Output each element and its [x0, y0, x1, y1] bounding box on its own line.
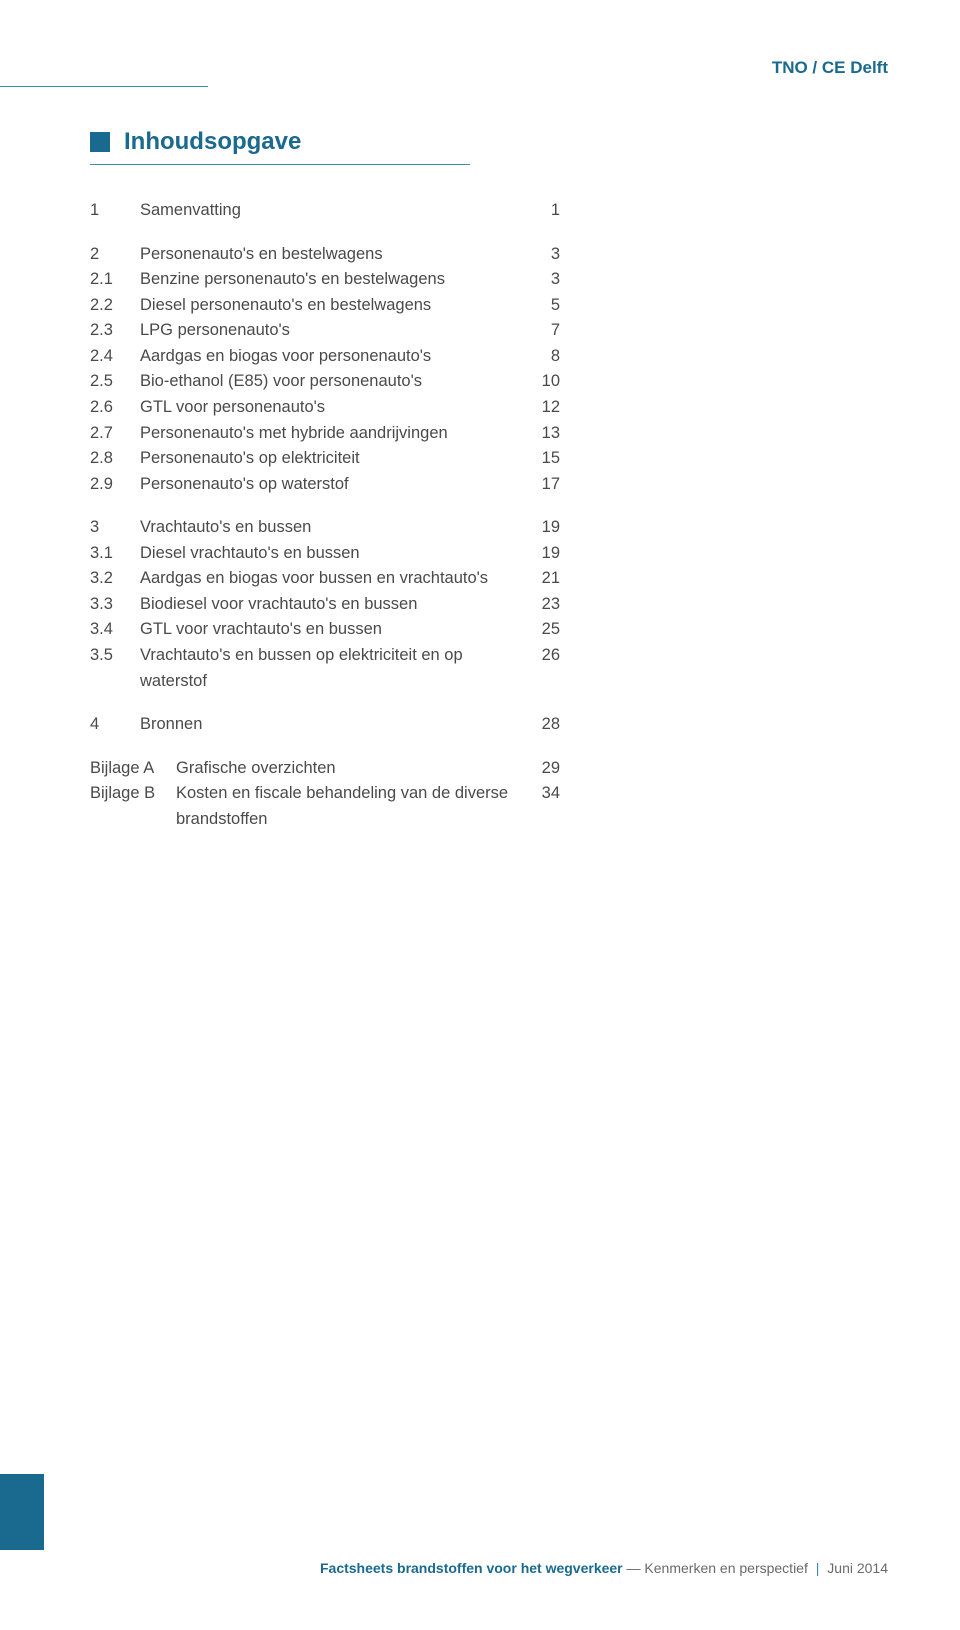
toc-row: 3.3Biodiesel voor vrachtauto's en bussen…: [90, 592, 560, 618]
toc-page: 12: [520, 395, 560, 421]
toc-number: 2.2: [90, 293, 140, 319]
toc-number: 2.9: [90, 472, 140, 498]
toc-label: Personenauto's en bestelwagens: [140, 242, 520, 268]
toc-row: 2.7Personenauto's met hybride aandrijvin…: [90, 421, 560, 447]
toc-label: Personenauto's op waterstof: [140, 472, 520, 498]
toc-number: 2.7: [90, 421, 140, 447]
toc-page: 23: [520, 592, 560, 618]
toc-attachment-row: Bijlage AGrafische overzichten29: [90, 756, 560, 782]
toc-row: 2Personenauto's en bestelwagens3: [90, 242, 560, 268]
toc-row: 4Bronnen28: [90, 712, 560, 738]
toc-page: 34: [520, 781, 560, 832]
toc-attachment-text: Kosten en fiscale behandeling van de div…: [176, 781, 520, 832]
toc-page: 26: [520, 643, 560, 694]
toc-row: 2.3LPG personenauto's7: [90, 318, 560, 344]
toc-attachment-label: Bijlage A: [90, 756, 176, 782]
toc-number: 2.5: [90, 369, 140, 395]
toc-label: Diesel personenauto's en bestelwagens: [140, 293, 520, 319]
org-label: TNO / CE Delft: [772, 58, 888, 78]
toc-number: 3.1: [90, 541, 140, 567]
toc-row: 3.1Diesel vrachtauto's en bussen19: [90, 541, 560, 567]
toc-page: 17: [520, 472, 560, 498]
toc-number: 3.5: [90, 643, 140, 694]
toc-page: 8: [520, 344, 560, 370]
toc-number: 2.8: [90, 446, 140, 472]
toc-page: 19: [520, 541, 560, 567]
toc-row: 2.5Bio-ethanol (E85) voor personenauto's…: [90, 369, 560, 395]
toc-label: LPG personenauto's: [140, 318, 520, 344]
toc-label: Aardgas en biogas voor personenauto's: [140, 344, 520, 370]
toc-row: 2.9Personenauto's op waterstof17: [90, 472, 560, 498]
toc-number: 2.1: [90, 267, 140, 293]
toc-number: 4: [90, 712, 140, 738]
toc-label: Personenauto's met hybride aandrijvingen: [140, 421, 520, 447]
toc-label: Samenvatting: [140, 198, 520, 224]
toc-page: 10: [520, 369, 560, 395]
toc-row: 3.5Vrachtauto's en bussen op elektricite…: [90, 643, 560, 694]
toc-attachment-label: Bijlage B: [90, 781, 176, 832]
toc-row: 3Vrachtauto's en bussen19: [90, 515, 560, 541]
toc-label: Diesel vrachtauto's en bussen: [140, 541, 520, 567]
toc-label: Biodiesel voor vrachtauto's en bussen: [140, 592, 520, 618]
title-square-icon: [90, 132, 110, 152]
footer-separator: |: [812, 1560, 824, 1576]
toc-page: 15: [520, 446, 560, 472]
toc-attachment-row: Bijlage BKosten en fiscale behandeling v…: [90, 781, 560, 832]
toc-gap: [90, 738, 560, 756]
toc-number: 2: [90, 242, 140, 268]
toc-label: Vrachtauto's en bussen: [140, 515, 520, 541]
toc-label: Bio-ethanol (E85) voor personenauto's: [140, 369, 520, 395]
toc-number: 3.3: [90, 592, 140, 618]
toc-number: 3.2: [90, 566, 140, 592]
toc-gap: [90, 694, 560, 712]
footer-title: Factsheets brandstoffen voor het wegverk…: [320, 1560, 623, 1576]
page-title: Inhoudsopgave: [124, 128, 301, 156]
toc-page: 3: [520, 267, 560, 293]
toc-page: 25: [520, 617, 560, 643]
toc-number: 3.4: [90, 617, 140, 643]
bottom-square-icon: [0, 1474, 44, 1550]
toc-label: Vrachtauto's en bussen op elektriciteit …: [140, 643, 520, 694]
toc-label: Bronnen: [140, 712, 520, 738]
toc-number: 1: [90, 198, 140, 224]
title-wrap: Inhoudsopgave: [90, 128, 470, 165]
toc-gap: [90, 497, 560, 515]
toc-row: 3.2Aardgas en biogas voor bussen en vrac…: [90, 566, 560, 592]
footer-dash: —: [627, 1560, 645, 1576]
toc-row: 1Samenvatting1: [90, 198, 560, 224]
toc-label: GTL voor personenauto's: [140, 395, 520, 421]
toc-row: 2.2Diesel personenauto's en bestelwagens…: [90, 293, 560, 319]
toc-number: 2.4: [90, 344, 140, 370]
toc-page: 1: [520, 198, 560, 224]
toc-row: 2.6GTL voor personenauto's12: [90, 395, 560, 421]
toc-page: 28: [520, 712, 560, 738]
toc-container: 1Samenvatting12Personenauto's en bestelw…: [90, 198, 560, 832]
toc-page: 29: [520, 756, 560, 782]
toc-row: 2.1Benzine personenauto's en bestelwagen…: [90, 267, 560, 293]
toc-label: Aardgas en biogas voor bussen en vrachta…: [140, 566, 520, 592]
toc-label: Benzine personenauto's en bestelwagens: [140, 267, 520, 293]
toc-page: 21: [520, 566, 560, 592]
toc-page: 7: [520, 318, 560, 344]
toc-gap: [90, 224, 560, 242]
toc-attachment-text: Grafische overzichten: [176, 756, 520, 782]
toc-label: GTL voor vrachtauto's en bussen: [140, 617, 520, 643]
toc-page: 13: [520, 421, 560, 447]
toc-row: 2.8Personenauto's op elektriciteit15: [90, 446, 560, 472]
toc-page: 19: [520, 515, 560, 541]
toc-page: 5: [520, 293, 560, 319]
footer-date: Juni 2014: [827, 1560, 888, 1576]
top-rule: [0, 86, 208, 87]
toc-number: 2.3: [90, 318, 140, 344]
toc-row: 2.4Aardgas en biogas voor personenauto's…: [90, 344, 560, 370]
footer: Factsheets brandstoffen voor het wegverk…: [320, 1560, 888, 1576]
toc-label: Personenauto's op elektriciteit: [140, 446, 520, 472]
toc-row: 3.4GTL voor vrachtauto's en bussen25: [90, 617, 560, 643]
toc-number: 3: [90, 515, 140, 541]
footer-subtitle: Kenmerken en perspectief: [644, 1560, 807, 1576]
toc-page: 3: [520, 242, 560, 268]
toc-number: 2.6: [90, 395, 140, 421]
